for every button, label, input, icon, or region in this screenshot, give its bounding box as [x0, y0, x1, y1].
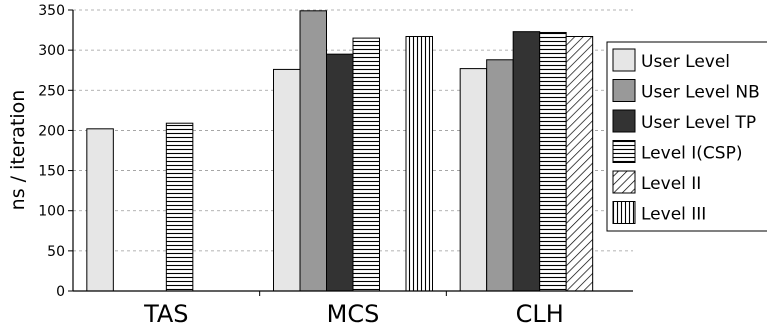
bar — [165, 122, 194, 292]
y-tick-label: 200 — [38, 123, 65, 139]
legend: User Level User Level NB User Level TP Leve… — [606, 41, 767, 232]
legend-label: Level II — [641, 174, 701, 194]
bar — [512, 31, 541, 292]
legend-swatch — [612, 48, 636, 72]
legend-label: Level I(CSP) — [641, 144, 742, 164]
y-tick-label: 300 — [38, 43, 65, 59]
bar — [299, 10, 327, 292]
bars — [86, 10, 594, 292]
bar — [273, 68, 301, 292]
y-axis-label: ns / iteration — [7, 90, 29, 211]
legend-label: User Level NB — [641, 83, 760, 103]
y-tick-label: 350 — [38, 3, 65, 19]
legend-swatch — [612, 79, 636, 102]
legend-swatch — [612, 201, 636, 224]
legend-box — [606, 41, 767, 232]
bar — [486, 59, 514, 292]
y-tick-label: 50 — [47, 244, 65, 260]
x-tick-label: CLH — [516, 300, 564, 328]
legend-label: User Level — [641, 52, 730, 72]
bar — [86, 128, 114, 292]
bar — [405, 35, 433, 292]
axes: 0 50 100 150 200 250 300 350 TAS MCS CLH — [38, 3, 633, 328]
legend-label: User Level TP — [641, 113, 756, 133]
bar — [539, 31, 567, 292]
legend-swatch — [612, 109, 636, 133]
x-tick-label: MCS — [327, 300, 380, 328]
legend-swatch — [612, 170, 636, 194]
legend-label: Level III — [641, 205, 706, 225]
legend-swatch — [612, 140, 636, 163]
bar — [565, 35, 594, 292]
y-tick-label: 0 — [56, 284, 65, 300]
bar — [459, 68, 488, 292]
y-tick-label: 250 — [38, 83, 65, 99]
bar — [326, 53, 354, 292]
y-tick-label: 100 — [38, 204, 65, 220]
y-tick-label: 150 — [38, 164, 65, 180]
bar — [352, 37, 380, 292]
x-tick-label: TAS — [143, 300, 188, 328]
